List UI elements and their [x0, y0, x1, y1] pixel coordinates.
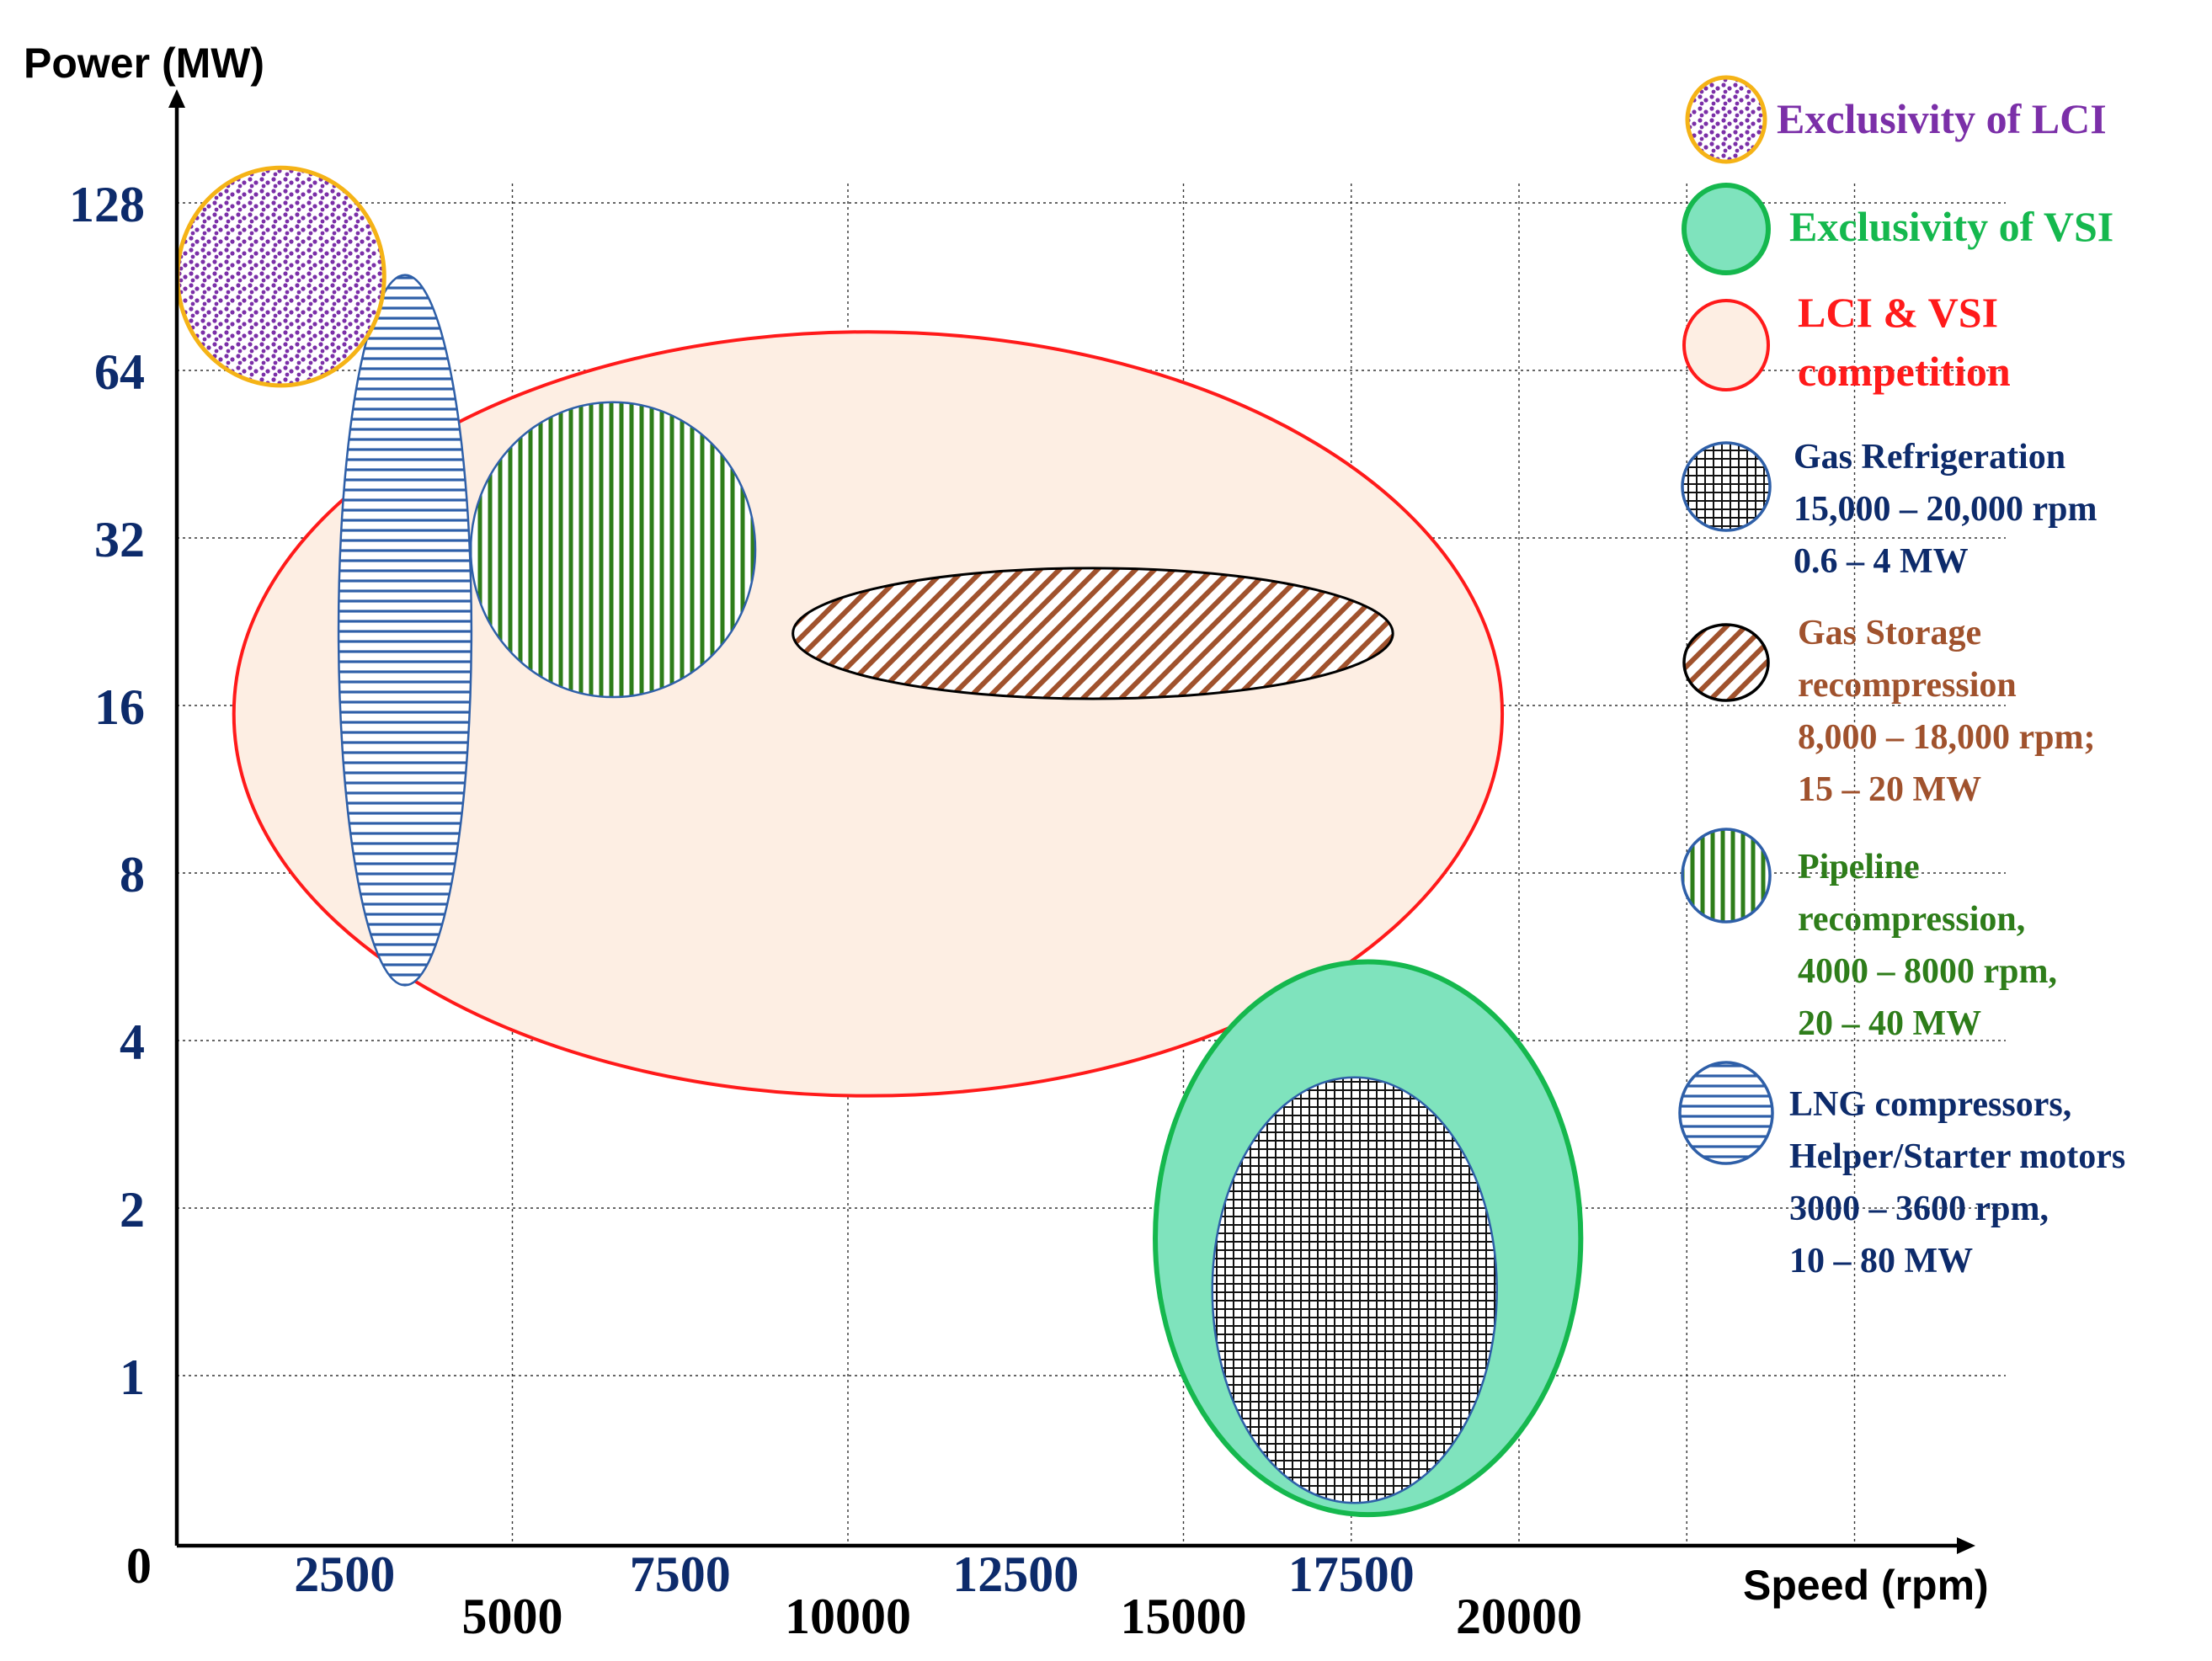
legend-label: competition	[1798, 348, 2011, 395]
x-tick-label-lower: 15000	[1121, 1589, 1247, 1644]
y-tick-label: 32	[94, 512, 145, 567]
region-gas-storage-recompression	[792, 567, 1394, 700]
legend-swatch-exclusivity-of-vsi	[1682, 183, 1771, 275]
y-tick-label: 1	[120, 1350, 145, 1405]
legend-layer: Exclusivity of LCI Exclusivity of VSI LCI …	[1678, 75, 2125, 1280]
x-tick-label-upper: 17500	[1288, 1547, 1415, 1602]
x-tick-label-lower: 10000	[785, 1589, 911, 1644]
y-tick-label: 64	[94, 344, 145, 400]
legend-swatch-gas-storage	[1682, 623, 1770, 702]
y-tick-label: 4	[120, 1014, 145, 1070]
legend-label: recompression	[1798, 666, 2017, 705]
legend-label: 10 – 80 MW	[1789, 1242, 1973, 1280]
region-pipeline-recompression	[469, 401, 757, 699]
y-axis-arrow	[168, 89, 185, 108]
x-tick-label-upper: 7500	[630, 1547, 731, 1602]
y-axis-title: Power (MW)	[24, 40, 264, 87]
y-tick-label: 16	[94, 679, 145, 735]
axes-layer: Power (MW) Speed (rpm) 1 2 4 8 16 32 64 128 0 2500 7…	[24, 40, 1989, 1644]
region-gas-refrigeration	[1211, 1076, 1498, 1504]
legend-label: Pipeline	[1798, 848, 1920, 886]
legend-label: LCI & VSI	[1798, 289, 1998, 336]
legend-swatch-exclusivity-of-lci	[1685, 75, 1767, 164]
legend-label: 8,000 – 18,000 rpm;	[1798, 718, 2095, 757]
y-origin-label: 0	[126, 1538, 152, 1594]
legend-swatch-lci-vsi	[1682, 299, 1770, 391]
legend-label: 4000 – 8000 rpm,	[1798, 952, 2057, 991]
legend-label: Gas Refrigeration	[1794, 438, 2065, 476]
legend-label: 0.6 – 4 MW	[1794, 542, 1969, 581]
y-tick-label: 128	[69, 177, 145, 232]
legend-swatch-lng-compressors	[1678, 1061, 1774, 1165]
x-tick-label-lower: 5000	[462, 1589, 563, 1644]
x-tick-label-upper: 2500	[294, 1547, 395, 1602]
legend-label: 15 – 20 MW	[1798, 770, 1981, 809]
x-axis-arrow	[1957, 1537, 1975, 1554]
legend-swatch-pipeline	[1681, 828, 1772, 924]
region-exclusivity-of-lci	[175, 165, 386, 388]
x-tick-label-upper: 12500	[952, 1547, 1079, 1602]
legend-swatch-gas-refrigeration	[1681, 441, 1772, 532]
legend-label: Exclusivity of LCI	[1777, 95, 2107, 142]
legend-label: Gas Storage	[1798, 614, 1981, 652]
y-tick-label: 8	[120, 847, 145, 902]
legend-label: 20 – 40 MW	[1798, 1004, 1981, 1043]
legend-label: 15,000 – 20,000 rpm	[1794, 490, 2097, 529]
x-tick-label-lower: 20000	[1456, 1589, 1582, 1644]
legend-label: Helper/Starter motors	[1789, 1137, 2125, 1176]
legend-label: Exclusivity of VSI	[1789, 203, 2113, 250]
x-axis-title: Speed (rpm)	[1743, 1562, 1989, 1609]
legend-label: recompression,	[1798, 900, 2025, 939]
region-lng-compressors-helper-starter-motors	[337, 274, 473, 987]
legend-label: LNG compressors,	[1789, 1085, 2071, 1124]
y-tick-label: 2	[120, 1182, 145, 1238]
regions-layer	[175, 165, 1584, 1518]
legend-label: 3000 – 3600 rpm,	[1789, 1190, 2049, 1228]
